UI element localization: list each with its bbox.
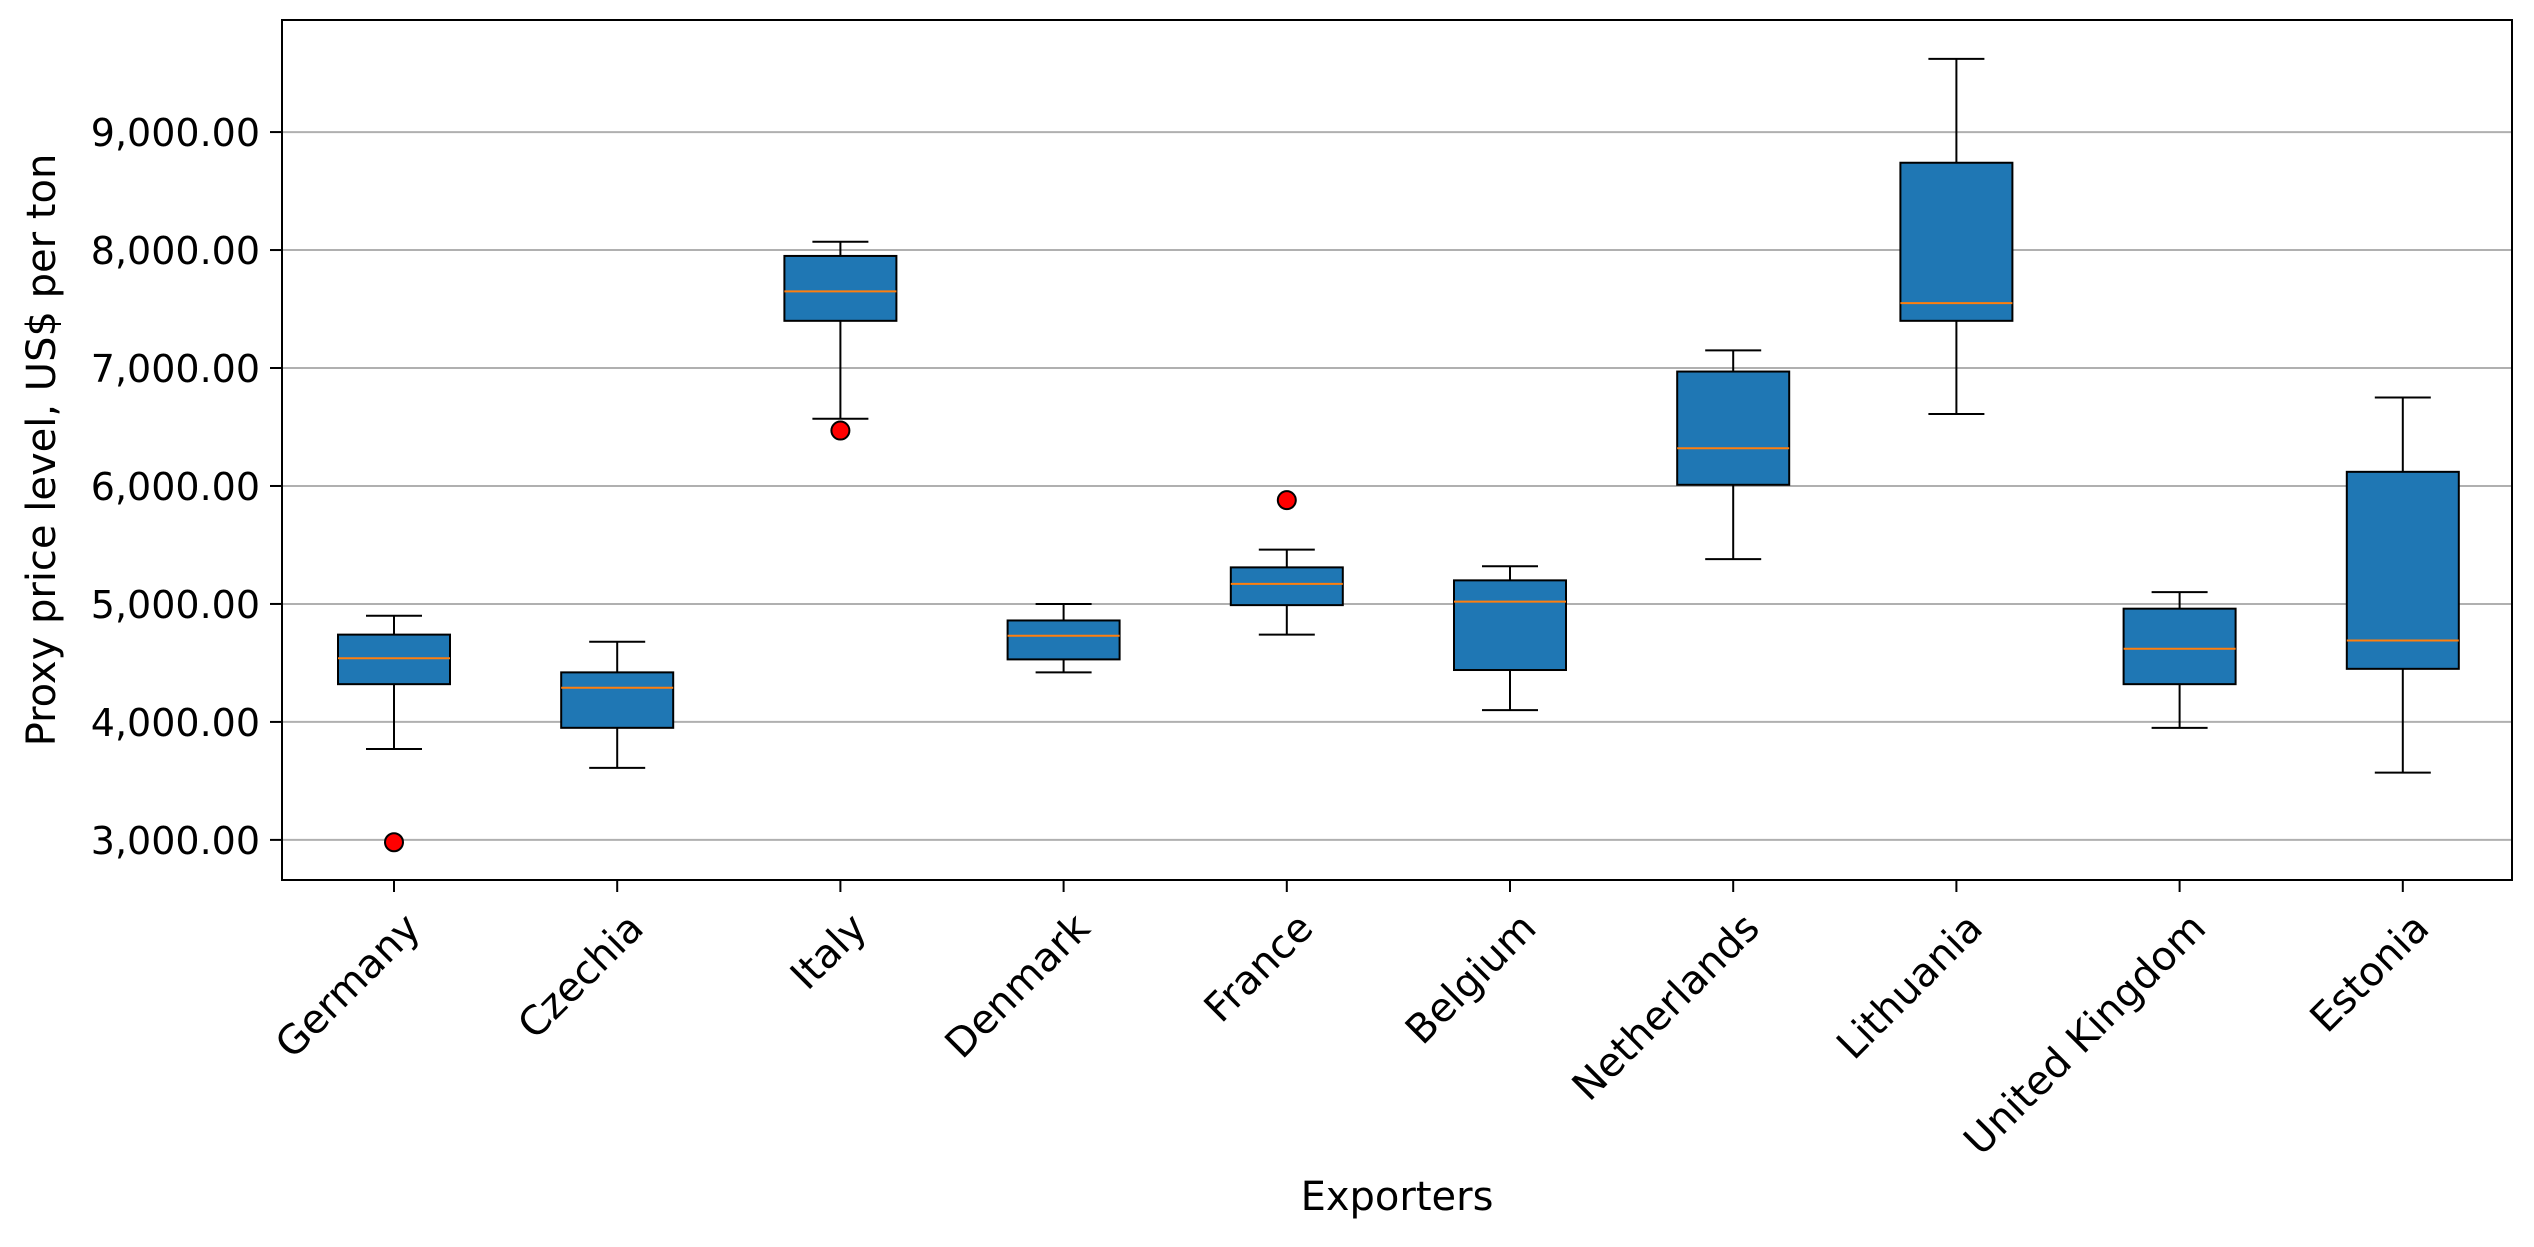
x-tick-label: Estonia (2302, 905, 2439, 1042)
iqr-box (1899, 161, 2014, 322)
x-tick-label: Denmark (936, 904, 1099, 1067)
box-group-france (1229, 490, 1344, 636)
box-group-belgium (1453, 565, 1567, 712)
y-axis-title: Proxy price level, US$ per ton (19, 154, 65, 747)
x-tick-label: France (1196, 905, 1323, 1032)
y-tick-label: 3,000.00 (91, 819, 260, 863)
iqr-box (1676, 370, 1791, 486)
y-axis: 3,000.00 4,000.00 5,000.00 6,000.00 7,000.00… (91, 111, 282, 863)
x-axis-title: Exporters (1301, 1174, 1494, 1220)
box-group-lithuania (1899, 57, 2014, 416)
y-tick-label: 7,000.00 (91, 347, 260, 391)
box-group-germany (337, 614, 451, 853)
x-tick-label: Germany (267, 905, 430, 1068)
x-axis: Germany Czechia Italy Denmark France Belgium N… (267, 880, 2438, 1164)
box-group-estonia (2345, 396, 2460, 774)
outlier-point (1276, 490, 1297, 511)
box-group-italy (783, 240, 898, 441)
iqr-box (783, 254, 898, 322)
box-group-united-kingdom (2122, 591, 2237, 729)
iqr-box (337, 633, 451, 686)
y-tick-label: 6,000.00 (91, 465, 260, 509)
x-tick-label: United Kingdom (1955, 905, 2215, 1165)
box-group-denmark (1006, 602, 1121, 674)
box-group-netherlands (1676, 349, 1791, 561)
box-group-czechia (560, 640, 675, 769)
x-tick-label: Czechia (509, 905, 652, 1048)
iqr-box (560, 671, 675, 729)
x-tick-label: Belgium (1397, 905, 1545, 1053)
outlier-point (384, 832, 404, 853)
x-tick-label: Netherlands (1564, 905, 1769, 1110)
y-tick-label: 4,000.00 (91, 701, 260, 745)
boxes-layer (337, 57, 2460, 853)
iqr-box (1229, 566, 1344, 607)
outlier-point (830, 420, 851, 441)
iqr-box (1453, 579, 1567, 672)
y-tick-label: 9,000.00 (91, 111, 260, 155)
iqr-box (2122, 607, 2237, 686)
y-tick-label: 8,000.00 (91, 229, 260, 273)
iqr-box (1006, 619, 1121, 661)
iqr-box (2345, 470, 2460, 670)
plot-frame (281, 19, 2513, 881)
y-tick-label: 5,000.00 (91, 583, 260, 627)
x-tick-label: Lithuania (1828, 905, 1992, 1069)
x-tick-label: Italy (782, 905, 876, 999)
